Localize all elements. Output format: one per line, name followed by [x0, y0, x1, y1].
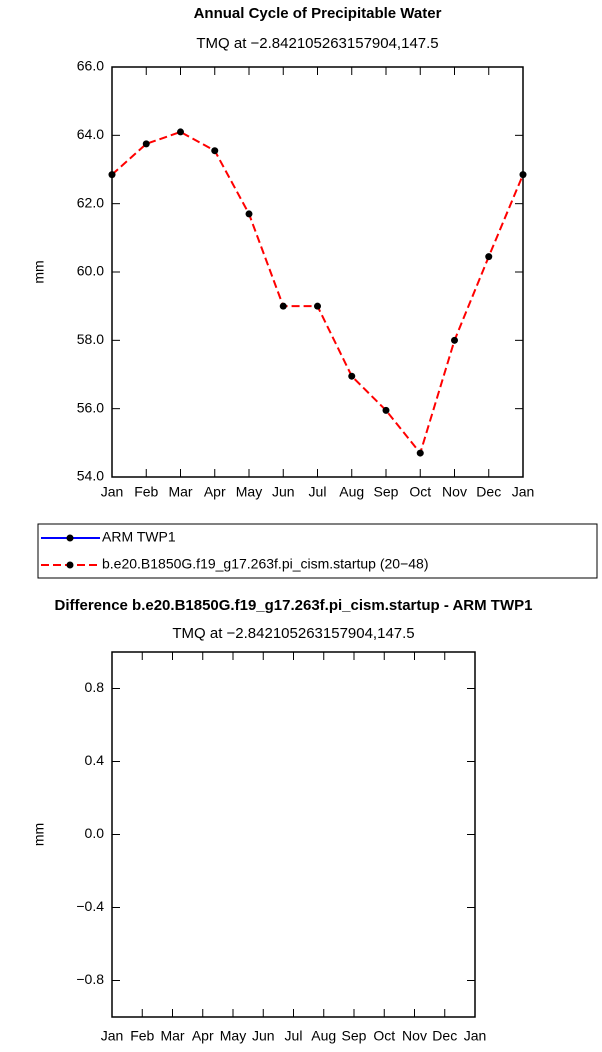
y-tick-label: −0.4	[76, 898, 104, 914]
legend-label: b.e20.B1850G.f19_g17.263f.pi_cism.startu…	[102, 556, 429, 572]
chart-title: Annual Cycle of Precipitable Water	[194, 5, 442, 22]
y-tick-label: 0.8	[85, 679, 105, 695]
data-point	[382, 406, 390, 414]
x-tick-label: Jun	[272, 484, 295, 500]
data-point	[177, 128, 184, 136]
x-tick-label: Jul	[285, 1028, 303, 1044]
plot-frame	[111, 66, 524, 478]
chart-subtitle: TMQ at −2.842105263157904,147.5	[172, 625, 414, 642]
y-tick-label: 0.0	[85, 825, 105, 841]
legend-marker	[66, 534, 74, 542]
y-tick-label: 0.4	[85, 752, 105, 768]
legend-marker	[66, 561, 74, 569]
x-tick-label: Jan	[512, 484, 535, 500]
x-tick-label: Oct	[409, 484, 431, 500]
x-tick-label: Apr	[204, 484, 226, 500]
x-tick-label: Dec	[432, 1028, 457, 1044]
x-tick-label: Jan	[101, 1028, 124, 1044]
y-axis-label: mm	[31, 260, 47, 283]
legend-box	[37, 523, 598, 579]
chart-subtitle: TMQ at −2.842105263157904,147.5	[196, 35, 438, 52]
x-tick-label: May	[236, 484, 262, 500]
y-axis-label: mm	[31, 823, 47, 846]
y-tick-label: 54.0	[77, 468, 104, 484]
data-point	[485, 253, 493, 261]
y-tick-label: 60.0	[77, 263, 104, 279]
x-tick-label: Feb	[130, 1028, 154, 1044]
chart-title: Difference b.e20.B1850G.f19_g17.263f.pi_…	[55, 597, 533, 614]
data-point	[142, 140, 150, 148]
data-point	[416, 449, 424, 457]
data-point	[211, 147, 219, 155]
x-tick-label: Aug	[339, 484, 364, 500]
x-tick-label: Sep	[374, 484, 399, 500]
y-tick-label: 58.0	[77, 331, 104, 347]
y-tick-label: −0.8	[76, 971, 104, 987]
x-tick-label: Jan	[101, 484, 124, 500]
x-tick-label: Mar	[168, 484, 192, 500]
data-point	[108, 171, 116, 179]
data-point	[348, 372, 356, 380]
x-tick-label: Oct	[373, 1028, 395, 1044]
x-tick-label: Aug	[311, 1028, 336, 1044]
y-tick-label: 56.0	[77, 399, 104, 415]
x-tick-label: Dec	[476, 484, 501, 500]
data-point	[245, 210, 253, 218]
series-line	[111, 130, 524, 456]
x-tick-label: May	[220, 1028, 246, 1044]
x-tick-label: Feb	[134, 484, 158, 500]
x-tick-label: Jul	[309, 484, 327, 500]
y-tick-label: 66.0	[77, 58, 104, 74]
plot-frame	[111, 651, 476, 1018]
data-point	[279, 302, 287, 310]
y-tick-label: 64.0	[77, 126, 104, 142]
data-point	[519, 171, 527, 179]
data-point	[451, 336, 458, 344]
y-tick-label: 62.0	[77, 194, 104, 210]
x-tick-label: Apr	[192, 1028, 214, 1044]
x-tick-label: Jan	[464, 1028, 487, 1044]
x-tick-label: Jun	[252, 1028, 275, 1044]
x-tick-label: Nov	[442, 484, 467, 500]
x-tick-label: Nov	[402, 1028, 427, 1044]
data-point	[314, 302, 321, 310]
x-tick-label: Mar	[160, 1028, 184, 1044]
legend-label: ARM TWP1	[102, 529, 176, 545]
x-tick-label: Sep	[342, 1028, 367, 1044]
